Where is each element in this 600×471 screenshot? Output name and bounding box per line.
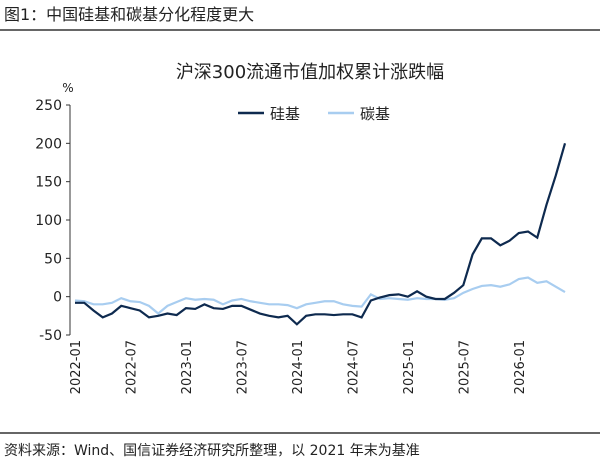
y-tick-label: 250 bbox=[35, 98, 62, 114]
chart-title: 沪深300流通市值加权累计涨跌幅 bbox=[176, 62, 444, 83]
x-tick-label: 2023-07 bbox=[235, 340, 250, 394]
y-tick-label: -50 bbox=[39, 328, 62, 344]
header: 图1：中国硅基和碳基分化程度更大 bbox=[4, 5, 254, 24]
x-tick-label: 2024-01 bbox=[291, 340, 306, 394]
y-tick-label: 150 bbox=[35, 175, 62, 191]
x-tick-label: 2025-07 bbox=[457, 340, 472, 394]
legend-label: 碳基 bbox=[360, 105, 390, 123]
y-tick-label: 50 bbox=[44, 251, 62, 267]
y-unit: % bbox=[62, 81, 73, 95]
x-tick-label: 2026-01 bbox=[513, 340, 528, 394]
series-line bbox=[75, 143, 567, 326]
y-tick-label: 100 bbox=[35, 213, 62, 229]
x-tick-label: 2023-01 bbox=[180, 340, 195, 394]
legend-label: 硅基 bbox=[270, 105, 300, 123]
source: 资料来源：Wind、国信证券经济研究所整理，以 2021 年末为基准 bbox=[4, 442, 420, 459]
x-tick-label: 2022-07 bbox=[124, 340, 139, 394]
y-tick-label: 200 bbox=[35, 136, 62, 152]
x-tick-label: 2022-01 bbox=[69, 340, 84, 394]
x-tick-label: 2024-07 bbox=[346, 340, 361, 394]
series-line bbox=[74, 276, 566, 315]
y-tick-label: 0 bbox=[53, 290, 62, 306]
x-tick-label: 2025-01 bbox=[402, 340, 417, 394]
